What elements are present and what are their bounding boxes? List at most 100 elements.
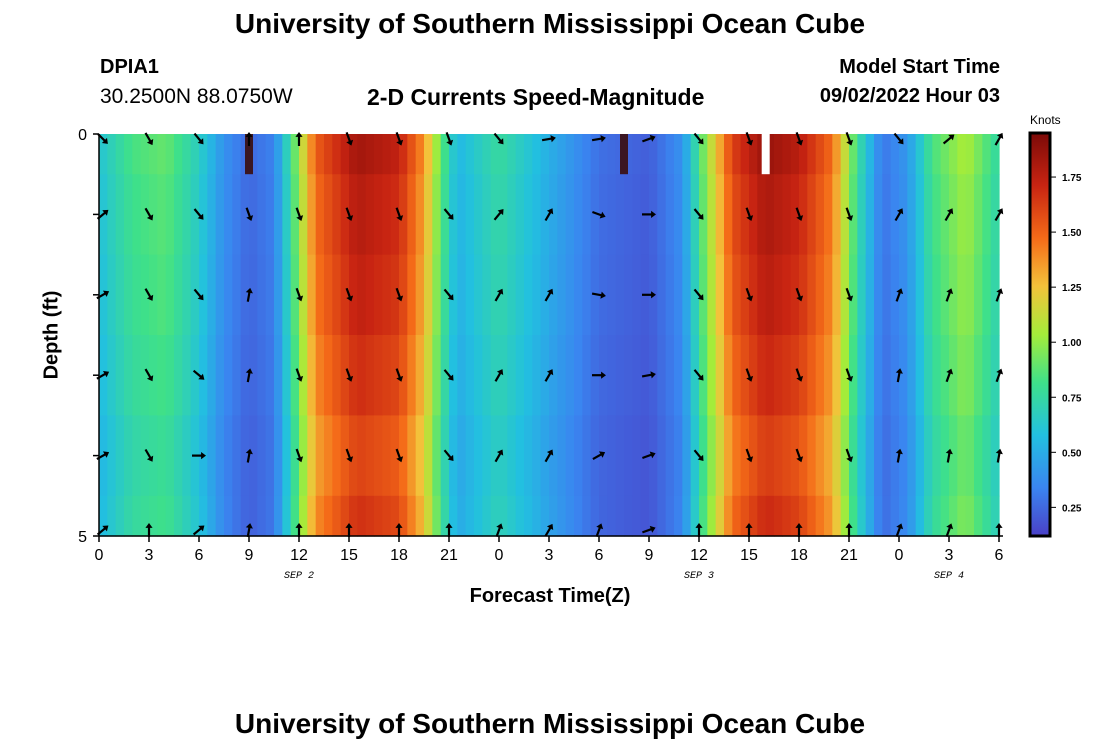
- heatmap-cell: [857, 174, 867, 256]
- heatmap-cell: [332, 134, 342, 175]
- heatmap-cell: [149, 495, 158, 537]
- colorbar-tick-label: 1.00: [1062, 338, 1082, 349]
- current-arrow: [693, 449, 704, 461]
- heatmap-cell: [499, 495, 508, 537]
- current-arrow: [193, 132, 204, 145]
- heatmap-cell: [915, 335, 925, 416]
- heatmap-cell: [549, 495, 558, 537]
- heatmap-cell: [490, 495, 500, 537]
- heatmap-cell: [340, 174, 350, 256]
- heatmap-cell: [915, 495, 925, 537]
- heatmap-cell: [507, 415, 517, 497]
- heatmap-cell: [915, 134, 925, 175]
- heatmap-cell: [399, 134, 408, 175]
- heatmap-cell: [474, 495, 483, 537]
- heatmap-cell: [357, 495, 367, 537]
- heatmap-cell: [590, 174, 600, 256]
- heatmap-cell: [140, 495, 150, 537]
- current-arrow: [245, 287, 253, 302]
- heatmap-cell: [690, 174, 700, 256]
- heatmap-cell: [532, 134, 542, 175]
- heatmap-cell: [657, 254, 667, 336]
- heatmap-cell: [107, 415, 117, 497]
- heatmap-cell: [190, 254, 200, 336]
- heatmap-cell: [515, 335, 525, 416]
- heatmap-cell: [449, 415, 458, 497]
- heatmap-cell: [840, 495, 850, 537]
- current-arrow: [494, 369, 504, 382]
- heatmap-cell: [540, 415, 550, 497]
- heatmap-cell: [507, 174, 517, 256]
- heatmap-cell: [274, 134, 283, 175]
- x-tick-label: 9: [245, 547, 254, 564]
- heatmap-cell: [924, 134, 933, 175]
- current-arrow: [994, 208, 1004, 222]
- heatmap-cell: [874, 134, 883, 175]
- heatmap-cell: [557, 254, 567, 336]
- heatmap-cell: [457, 134, 467, 175]
- heatmap-cell: [682, 134, 692, 175]
- heatmap-cell: [699, 415, 708, 497]
- heatmap-cell: [699, 174, 708, 256]
- heatmap-cell: [349, 134, 358, 175]
- heatmap-cell: [107, 495, 117, 537]
- heatmap-cell: [157, 174, 167, 256]
- current-arrow: [642, 525, 656, 534]
- heatmap-cell: [574, 495, 583, 537]
- heatmap-cell: [557, 134, 567, 175]
- heatmap-cell: [140, 335, 150, 416]
- heatmap-cell: [115, 254, 125, 336]
- heatmap-cell: [365, 415, 375, 497]
- heatmap-cell: [240, 254, 250, 336]
- heatmap-cell: [782, 134, 792, 175]
- heatmap-cell: [932, 335, 942, 416]
- heatmap-cell: [890, 134, 900, 175]
- heatmap-cell: [382, 174, 392, 256]
- current-arrow: [295, 207, 304, 221]
- heatmap-cell: [557, 174, 567, 256]
- heatmap-cell: [965, 495, 975, 537]
- heatmap-cell: [682, 495, 692, 537]
- heatmap-cell: [432, 335, 442, 416]
- heatmap-cell: [949, 415, 958, 497]
- heatmap-cell: [707, 134, 717, 175]
- heatmap-cell: [674, 174, 683, 256]
- heatmap-cell: [215, 415, 225, 497]
- heatmap-cell: [799, 174, 808, 256]
- current-arrow: [845, 287, 854, 302]
- x-tick-label: 9: [645, 547, 654, 564]
- heatmap-cell: [340, 134, 350, 175]
- heatmap-cell: [965, 254, 975, 336]
- current-arrow: [443, 449, 454, 461]
- heatmap-cell: [949, 254, 958, 336]
- current-arrow: [592, 371, 606, 379]
- heatmap-cell: [882, 134, 892, 175]
- current-arrow: [795, 368, 804, 382]
- heatmap-cell: [957, 415, 967, 497]
- heatmap-cell: [865, 254, 875, 336]
- current-arrow: [994, 132, 1004, 146]
- heatmap-cell: [415, 134, 425, 175]
- heatmap-cell: [832, 134, 842, 175]
- current-arrow: [445, 132, 454, 146]
- heatmap-cell: [149, 335, 158, 416]
- heatmap-cell: [565, 495, 575, 537]
- heatmap-cell: [674, 254, 683, 336]
- heatmap-cell: [815, 415, 825, 497]
- x-tick-label: 6: [995, 547, 1004, 564]
- heatmap-cell: [565, 335, 575, 416]
- heatmap-cell: [674, 415, 683, 497]
- heatmap-cell: [240, 335, 250, 416]
- current-arrow: [193, 288, 204, 301]
- heatmap-cell: [574, 174, 583, 256]
- heatmap-cell: [190, 335, 200, 416]
- heatmap-cell: [199, 254, 208, 336]
- colorbar-tick-label: 0.50: [1062, 448, 1082, 459]
- heatmap-cell: [940, 134, 950, 175]
- x-tick-label: 0: [495, 547, 504, 564]
- heatmap-cell: [632, 495, 642, 537]
- heatmap-cell: [249, 495, 258, 537]
- heatmap-cell: [799, 254, 808, 336]
- heatmap-cell: [490, 415, 500, 497]
- heatmap-cell: [440, 134, 450, 175]
